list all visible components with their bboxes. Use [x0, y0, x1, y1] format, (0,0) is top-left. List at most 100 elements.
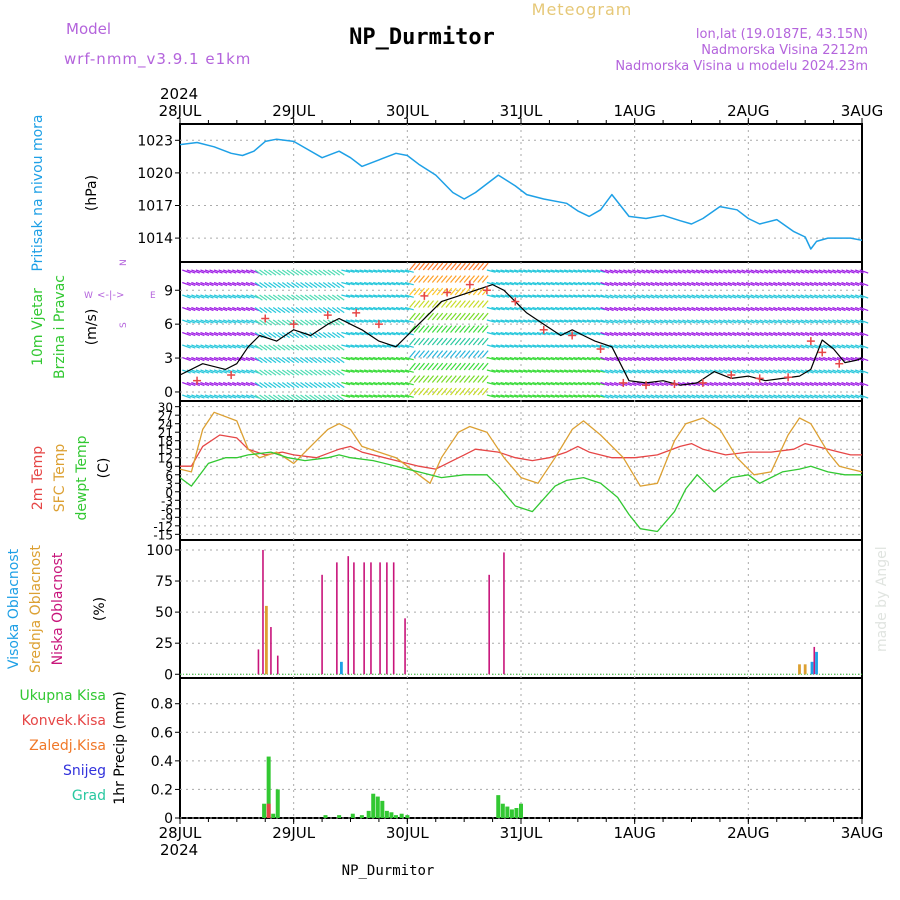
wind-barb [454, 350, 462, 358]
wind-barb [586, 306, 596, 311]
axis-labels: 28JUL28JUL29JUL29JUL30JUL30JUL31JUL31JUL… [6, 102, 883, 842]
wind-barb [254, 319, 263, 326]
wind-barb [736, 306, 746, 312]
wind-barb [650, 319, 660, 324]
wind-barb [268, 357, 277, 364]
wind-barb [768, 319, 778, 324]
wind-barb [773, 394, 783, 399]
wind-barb [250, 281, 260, 287]
wind-barb [268, 307, 277, 314]
wind-barb [336, 269, 345, 276]
wind-barb [422, 350, 430, 358]
wind-barb [440, 325, 448, 333]
wind-barb [745, 344, 755, 349]
wind-barb [263, 282, 272, 289]
wind-barb [409, 337, 416, 346]
wind-barb [495, 331, 505, 336]
wind-barb [254, 394, 263, 401]
wind-barb [232, 269, 241, 274]
wind-barb [618, 356, 628, 362]
axis-title-line: 10m Vjetar [30, 288, 46, 366]
wind-barb [440, 262, 448, 271]
wind-barb [491, 319, 501, 323]
wind-barb [718, 319, 728, 324]
wind-barb [536, 306, 546, 311]
wind-barb [786, 331, 796, 337]
wind-barb [809, 381, 819, 387]
wind-barb [327, 382, 336, 389]
wind-barb [391, 381, 401, 386]
wind-barb [195, 281, 205, 287]
wind-barb [823, 394, 833, 399]
wind-barb [491, 331, 501, 336]
wind-barb [331, 382, 341, 389]
wind-barb [664, 294, 673, 299]
wind-barb [481, 275, 489, 283]
wind-barb [650, 356, 660, 362]
wind-barb [504, 331, 514, 336]
wind-barb [609, 306, 619, 312]
wind-barb [764, 381, 773, 387]
wind-barb [409, 287, 416, 296]
wind-barb [777, 294, 787, 299]
y-tick-label: -9 [161, 511, 173, 525]
wind-barb [550, 394, 560, 398]
panel-frame-temperature [179, 400, 863, 541]
wind-barb [209, 319, 219, 324]
wind-barb [514, 331, 524, 336]
wind-barb [532, 331, 542, 336]
wind-barb [541, 306, 551, 311]
wind-direction-arrows [182, 262, 869, 401]
wind-barb [277, 394, 286, 401]
wind-barb [354, 294, 364, 298]
wind-barb [591, 356, 601, 361]
wind-barb [777, 394, 787, 399]
wind-barb [291, 282, 300, 289]
wind-barb [245, 394, 255, 399]
wind-barb [668, 294, 678, 299]
wind-barb [300, 307, 309, 314]
wind-barb [254, 269, 263, 276]
y-tick-label: 0.2 [151, 782, 173, 798]
wind-barb [800, 281, 810, 287]
wind-barb [732, 269, 742, 274]
wind-barb [554, 369, 564, 373]
wind-barb [600, 306, 610, 312]
wind-barb [745, 294, 755, 299]
wind-barb [509, 306, 519, 311]
wind-barb [431, 362, 439, 371]
wind-barb [695, 281, 705, 287]
wind-barb [654, 394, 664, 399]
wind-barb [477, 375, 485, 383]
wind-barb [286, 307, 295, 314]
wind-barb [727, 394, 737, 399]
wind-barb [386, 381, 396, 386]
wind-barb [222, 306, 232, 312]
wind-barb [782, 331, 792, 337]
wind-barb [459, 287, 466, 296]
wind-barb [463, 337, 471, 346]
wind-barb [814, 394, 823, 399]
wind-barb [213, 306, 223, 312]
wind-barb [800, 381, 810, 387]
wind-barb [373, 381, 383, 386]
wind-barb [272, 269, 281, 276]
wind-barb [559, 344, 569, 348]
wind-barb [750, 356, 760, 362]
wind-barb [440, 275, 448, 283]
axis-title-line: (hPa) [84, 175, 100, 211]
wind-barb [586, 319, 596, 323]
wind-barb [700, 369, 710, 374]
wind-barb [777, 369, 787, 374]
wind-barb [313, 382, 322, 389]
wind-barb [673, 369, 682, 374]
wind-barb [854, 269, 864, 274]
wind-barb [300, 344, 309, 351]
wind-barb [295, 394, 304, 401]
wind-barb [373, 306, 383, 311]
wind-barb [741, 306, 751, 312]
wind-barb [627, 344, 637, 349]
wind-barb [309, 394, 318, 401]
wind-barb [659, 344, 669, 349]
wind-barb [263, 357, 272, 364]
